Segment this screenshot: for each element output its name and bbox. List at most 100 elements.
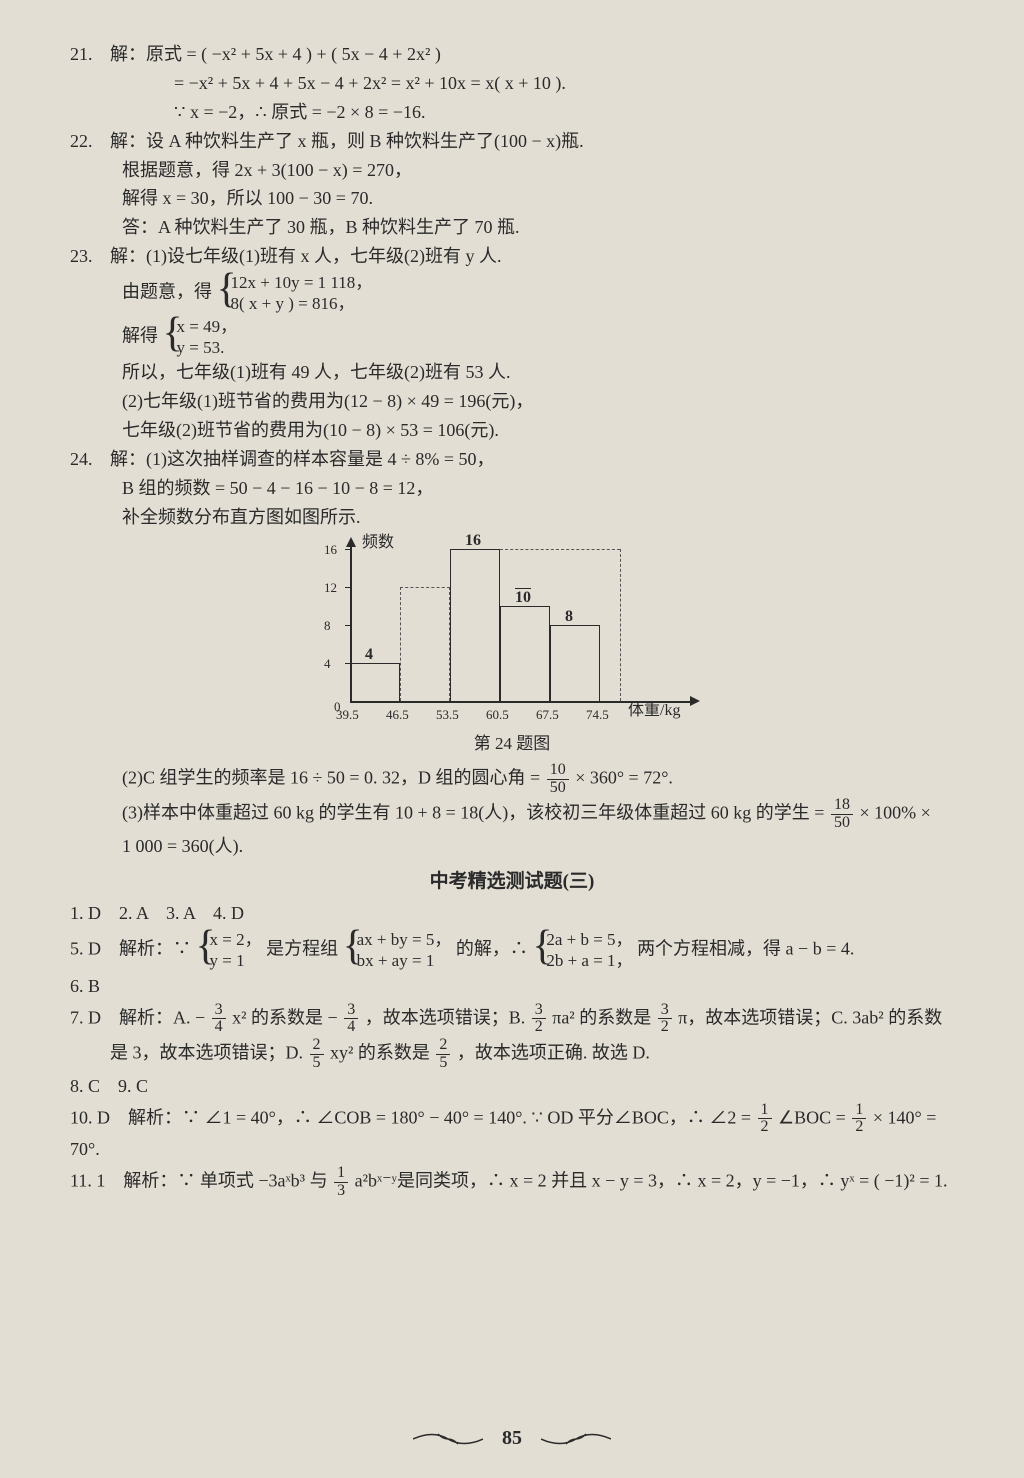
eq1b: 8( x + y ) = 816， [231, 293, 373, 314]
eq1a: 12x + 10y = 1 118， [231, 272, 373, 293]
y-tick: 12 [324, 578, 337, 598]
q21-num: 21. [70, 41, 110, 69]
x-tick: 46.5 [386, 705, 409, 725]
q10-num: 10. D [70, 1107, 110, 1127]
q23-l2: 由题意，得 12x + 10y = 1 118， 8( x + y ) = 81… [70, 272, 954, 315]
q11-num: 11. 1 [70, 1171, 105, 1191]
fraction: 32 [658, 1002, 672, 1037]
q7-num: 7. D [70, 1007, 101, 1027]
q24-num: 24. [70, 446, 110, 474]
fraction: 25 [310, 1037, 324, 1072]
text: 两个方程相减，得 a − b = 4. [637, 939, 854, 959]
brace: x = 49， y = 53. [163, 316, 238, 359]
q10: 10. D 解析：∵ ∠1 = 40°，∴ ∠COB = 180° − 40° … [70, 1102, 954, 1164]
eq2a: x = 49， [177, 316, 238, 337]
q21-l2: = −x² + 5x + 4 + 5x − 4 + 2x² = x² + 10x… [70, 70, 954, 98]
q24-l6: 1 000 = 360(人). [70, 833, 954, 861]
y-tick: 8 [324, 616, 331, 636]
x-tick: 67.5 [536, 705, 559, 725]
q24-l2: B 组的频数 = 50 − 4 − 16 − 10 − 8 = 12， [70, 475, 954, 503]
fraction: 1050 [547, 762, 569, 797]
bar [350, 663, 400, 701]
ornament-right-icon [541, 1430, 611, 1448]
ornament-left-icon [413, 1430, 483, 1448]
q23-l4: 所以，七年级(1)班有 49 人，七年级(2)班有 53 人. [70, 359, 954, 387]
text: 解析：A. − [101, 1007, 205, 1027]
bar [550, 625, 600, 701]
fraction: 12 [852, 1102, 866, 1137]
text: 的解，∴ [456, 939, 528, 959]
fraction: 34 [212, 1002, 226, 1037]
x-axis-label: 体重/kg [628, 699, 680, 724]
text: 解：设 A 种饮料生产了 x 瓶，则 B 种饮料生产了(100 − x)瓶. [110, 131, 584, 151]
text: 解析：∵ [101, 939, 191, 959]
eq2b: y = 53. [177, 337, 238, 358]
section-title: 中考精选测试题(三) [70, 867, 954, 896]
brace: 2a + b = 5，2b + a = 1， [532, 929, 632, 972]
q24-l1: 24.解：(1)这次抽样调查的样本容量是 4 ÷ 8% = 50， [70, 446, 954, 474]
q7-line1: 7. D 解析：A. − 34 x² 的系数是 − 34 ，故本选项错误；B. … [70, 1002, 954, 1037]
x-tick: 39.5 [336, 705, 359, 725]
page: 21.解：原式 = ( −x² + 5x + 4 ) + ( 5x − 4 + … [0, 0, 1024, 1478]
q11: 11. 1 解析：∵ 单项式 −3aˣb³ 与 13 a²bˣ⁻ʸ是同类项，∴ … [70, 1165, 954, 1200]
q5-num: 5. D [70, 939, 101, 959]
q21-l1: 21.解：原式 = ( −x² + 5x + 4 ) + ( 5x − 4 + … [70, 41, 954, 69]
text: 解得 [122, 325, 158, 345]
text: ，故本选项错误；B. [365, 1007, 530, 1027]
text: 由题意，得 [122, 282, 212, 302]
x-tick: 74.5 [586, 705, 609, 725]
bar [400, 587, 450, 701]
y-tick: 16 [324, 540, 337, 560]
text: 解：(1)这次抽样调查的样本容量是 4 ÷ 8% = 50， [110, 449, 495, 469]
page-footer: 85 [0, 1423, 1024, 1454]
q7-line2: 是 3，故本选项错误；D. 25 xy² 的系数是 25 ，故本选项正确. 故选… [70, 1037, 954, 1072]
fraction: 25 [436, 1037, 450, 1072]
q22-l2: 根据题意，得 2x + 3(100 − x) = 270， [70, 157, 954, 185]
fraction: 1850 [831, 797, 853, 832]
x-tick: 53.5 [436, 705, 459, 725]
arrow-x-icon [690, 696, 700, 706]
q6: 6. B [70, 973, 954, 1001]
text: x² 的系数是 − [232, 1007, 338, 1027]
fraction: 32 [532, 1002, 546, 1037]
figure-caption: 第 24 题图 [70, 731, 954, 757]
q23-num: 23. [70, 243, 110, 271]
text: × 360° = 72°. [575, 767, 673, 787]
text: a²bˣ⁻ʸ是同类项，∴ x = 2 并且 x − y = 3，∴ x = 2，… [355, 1171, 948, 1191]
text: 是方程组 [266, 939, 338, 959]
q23-l5: (2)七年级(1)班节省的费用为(12 − 8) × 49 = 196(元)， [70, 388, 954, 416]
brace: 12x + 10y = 1 118， 8( x + y ) = 816， [217, 272, 373, 315]
bar-label: 10 [515, 586, 531, 611]
brace: ax + by = 5，bx + ay = 1 [343, 929, 452, 972]
bar-label: 4 [365, 643, 373, 668]
y-tick: 4 [324, 654, 331, 674]
text: (2)C 组学生的频率是 16 ÷ 50 = 0. 32，D 组的圆心角 = [122, 767, 545, 787]
text: 是 3，故本选项错误；D. [110, 1043, 308, 1063]
q23-l3: 解得 x = 49， y = 53. [70, 316, 954, 359]
fraction: 12 [758, 1102, 772, 1137]
text: ∠BOC = [778, 1107, 850, 1127]
text: × 100% × [859, 803, 930, 823]
bar [450, 549, 500, 701]
q23-l1: 23.解：(1)设七年级(1)班有 x 人，七年级(2)班有 y 人. [70, 243, 954, 271]
histogram-chart: 频数 481216416108039.546.553.560.567.574.5… [302, 535, 722, 725]
brace: x = 2，y = 1 [196, 929, 262, 972]
text: 解析：∵ 单项式 −3aˣb³ 与 [105, 1171, 327, 1191]
text: πa² 的系数是 [552, 1007, 651, 1027]
text: xy² 的系数是 [330, 1043, 430, 1063]
fraction: 34 [344, 1002, 358, 1037]
q23-l6: 七年级(2)班节省的费用为(10 − 8) × 53 = 106(元). [70, 417, 954, 445]
q22-l1: 22.解：设 A 种饮料生产了 x 瓶，则 B 种饮料生产了(100 − x)瓶… [70, 128, 954, 156]
q22-num: 22. [70, 128, 110, 156]
x-tick: 60.5 [486, 705, 509, 725]
q5: 5. D 解析：∵ x = 2，y = 1 是方程组 ax + by = 5，b… [70, 929, 954, 972]
q22-l4: 答：A 种饮料生产了 30 瓶，B 种饮料生产了 70 瓶. [70, 214, 954, 242]
page-number: 85 [502, 1427, 522, 1449]
bar-label: 16 [465, 529, 481, 554]
answers-row-8: 8. C 9. C [70, 1073, 954, 1101]
fraction: 13 [334, 1165, 348, 1200]
bar [500, 606, 550, 701]
bar-label: 8 [565, 605, 573, 630]
text: (3)样本中体重超过 60 kg 的学生有 10 + 8 = 18(人)，该校初… [122, 803, 829, 823]
text: ，故本选项正确. 故选 D. [457, 1043, 650, 1063]
